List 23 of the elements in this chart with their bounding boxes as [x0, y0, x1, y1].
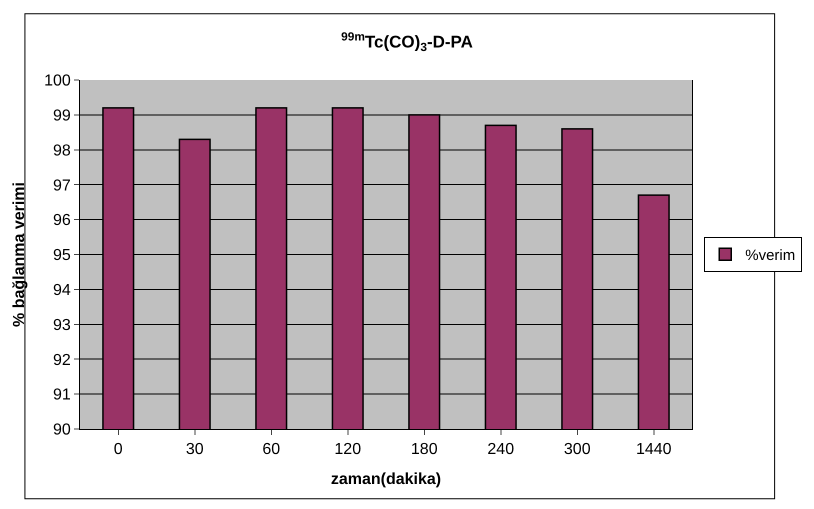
x-tick-label: 300	[564, 441, 591, 458]
y-tick-label: 92	[53, 352, 71, 369]
x-axis-title: zaman(dakika)	[330, 470, 442, 488]
chart-title: $^{99m}$Tc(CO)$_{3}$-D-PA	[341, 29, 473, 54]
x-tick-label: 1440	[636, 441, 672, 458]
x-tick-label: 60	[262, 441, 280, 458]
y-axis-title: % bağlanma verimi	[10, 182, 28, 327]
y-tick-label: 98	[53, 142, 71, 160]
x-tick-label: 30	[186, 441, 204, 458]
y-tick-label: 90	[53, 422, 71, 439]
y-tick-label: 99	[53, 108, 71, 124]
y-tick-label: 94	[53, 282, 71, 299]
y-tick-label: 91	[53, 386, 71, 404]
x-tick-label: 120	[334, 441, 362, 458]
x-tick-label: 180	[410, 441, 438, 458]
y-tick-label: 93	[53, 316, 71, 334]
y-tick-label: 96	[53, 212, 71, 230]
x-tick-label: 0	[114, 441, 123, 458]
y-tick-label: 100	[44, 72, 71, 90]
y-tick-label: 97	[53, 177, 71, 194]
legend-label: %verim	[745, 247, 796, 264]
x-tick-label: 240	[487, 441, 514, 458]
y-tick-label: 95	[53, 247, 71, 264]
